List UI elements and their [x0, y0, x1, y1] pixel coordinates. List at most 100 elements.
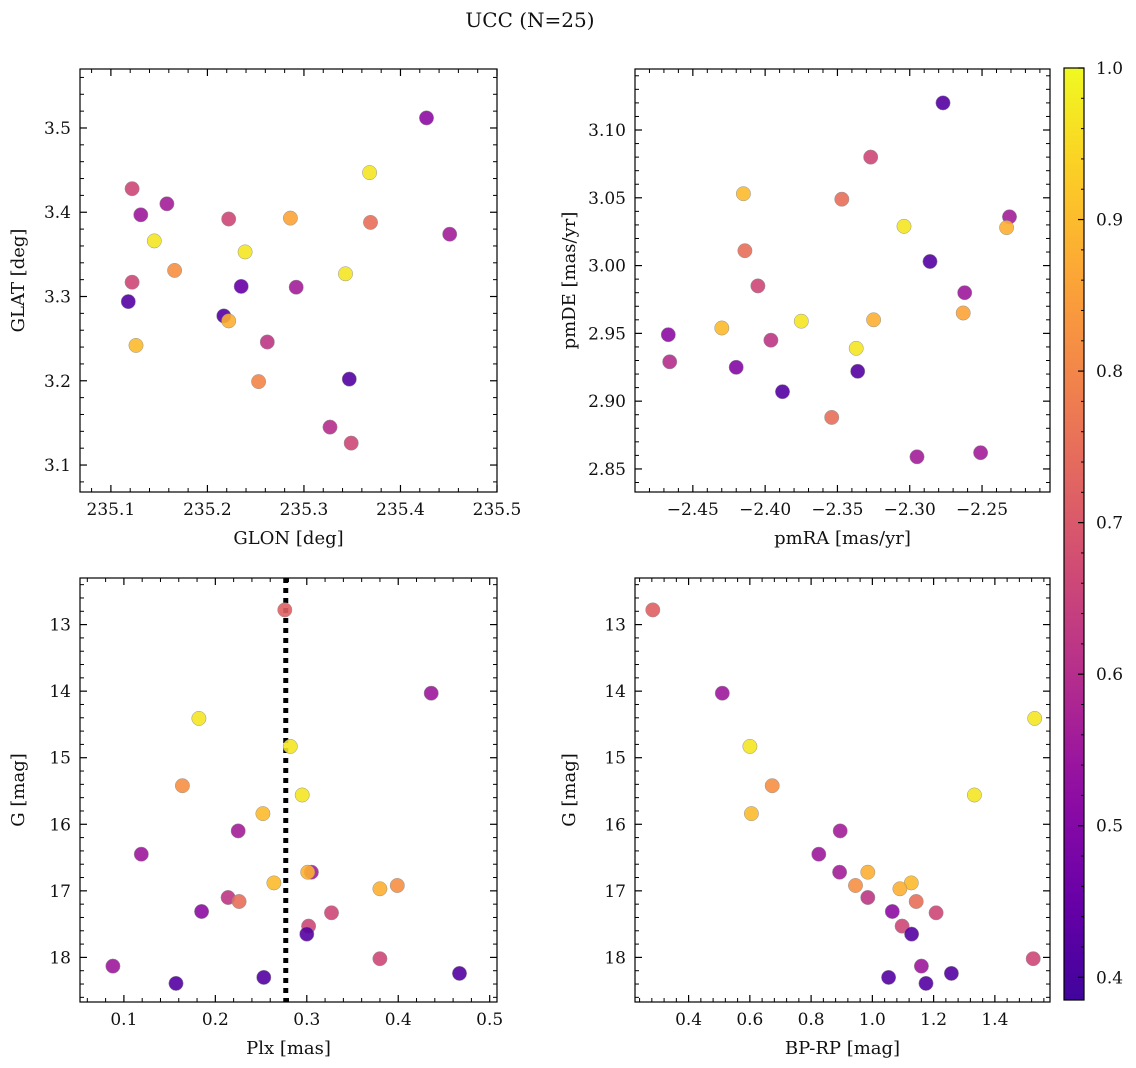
data-point-7: [896, 218, 912, 234]
colorbar-tick-label: 0.9: [1096, 211, 1123, 231]
data-point-25: [343, 435, 359, 451]
y-axis-label: GLAT [deg]: [8, 229, 29, 333]
data-point-24: [256, 969, 272, 985]
data-point-12: [955, 305, 971, 321]
y-tick-label: 3.4: [44, 203, 71, 223]
y-tick-label: 16: [49, 815, 71, 835]
y-tick-label: 2.85: [588, 460, 626, 480]
y-tick-label: 3.00: [588, 257, 626, 277]
data-point-17: [763, 332, 779, 348]
data-point-3: [735, 186, 751, 202]
data-point-3: [362, 165, 378, 181]
data-point-17: [194, 904, 210, 919]
data-point-16: [660, 327, 676, 343]
x-tick-label: −2.45: [667, 500, 719, 520]
data-point-11: [860, 864, 876, 880]
y-tick-label: 14: [604, 682, 626, 702]
data-point-22: [105, 958, 121, 974]
x-tick-label: −2.25: [956, 500, 1008, 520]
y-tick-label: 3.3: [44, 288, 71, 308]
data-point-14: [338, 266, 353, 282]
data-point-9: [811, 846, 827, 862]
data-point-8: [230, 823, 246, 839]
x-axis-label: GLON [deg]: [233, 528, 343, 549]
data-point-20: [128, 337, 144, 353]
x-tick-label: 235.1: [87, 500, 136, 520]
figure-title: UCC (N=25): [465, 8, 595, 32]
data-point-2: [714, 685, 730, 701]
data-point-24: [909, 449, 925, 465]
data-point-5: [174, 778, 190, 794]
data-point-2: [423, 685, 439, 701]
x-tick-label: 1.2: [920, 1010, 947, 1030]
y-tick-label: 15: [49, 749, 71, 769]
data-point-6: [999, 220, 1015, 236]
y-axis-label: G [mag]: [8, 753, 29, 826]
data-point-4: [834, 191, 850, 207]
data-point-8: [737, 243, 753, 259]
y-tick-label: 16: [604, 815, 626, 835]
axes-frame: [634, 68, 1051, 493]
y-tick-label: 18: [604, 948, 626, 968]
data-point-21: [372, 951, 388, 967]
data-point-12: [124, 274, 140, 290]
data-point-8: [832, 823, 848, 839]
axes-frame: [79, 577, 498, 1003]
data-point-11: [300, 864, 316, 880]
colorbar-bar: [1063, 67, 1085, 1001]
data-point-15: [860, 890, 876, 905]
x-tick-label: 0.3: [293, 1010, 320, 1030]
x-tick-label: −2.30: [884, 500, 936, 520]
data-point-12: [266, 875, 282, 891]
data-point-18: [848, 340, 864, 356]
data-point-24: [881, 969, 897, 985]
y-tick-label: 13: [604, 616, 626, 636]
data-point-20: [728, 359, 744, 375]
data-point-13: [389, 878, 405, 893]
x-axis-label: Plx [mas]: [246, 1038, 331, 1059]
x-axis-label: pmRA [mas/yr]: [774, 528, 911, 549]
data-point-11: [957, 285, 973, 301]
data-point-19: [662, 354, 678, 370]
x-tick-label: 235.4: [376, 500, 425, 520]
data-point-6: [221, 211, 237, 227]
y-tick-label: 2.95: [588, 324, 626, 344]
data-point-9: [133, 846, 149, 862]
y-tick-label: 3.5: [44, 119, 71, 139]
data-point-23: [943, 965, 959, 981]
data-point-1: [419, 110, 434, 126]
axes-frame: [634, 577, 1051, 1003]
data-point-18: [928, 905, 944, 921]
x-tick-label: 0.6: [736, 1010, 763, 1030]
data-point-11: [237, 244, 253, 260]
y-tick-label: 3.05: [588, 189, 626, 209]
x-tick-label: 0.1: [110, 1010, 137, 1030]
data-point-20: [904, 926, 920, 942]
x-axis-label: BP-RP [mag]: [785, 1038, 900, 1059]
y-axis-label: G [mag]: [559, 753, 580, 826]
scatter-panel-1: 235.1 235.2 235.3 235.4 235.5 3.1 3.2 3.3 3.4 3.5…: [8, 68, 521, 549]
data-point-23: [824, 409, 840, 425]
x-tick-label: −2.40: [739, 500, 791, 520]
data-point-21: [259, 334, 275, 350]
scatter-panel-2: −2.45 −2.40 −2.35 −2.30 −2.25 2.85 2.90 2.95 3.0…: [559, 68, 1051, 549]
data-point-16: [908, 894, 924, 909]
colorbar-tick-label: 0.8: [1096, 362, 1123, 382]
data-point-16: [233, 278, 249, 294]
data-point-1: [277, 602, 293, 618]
data-point-15: [120, 294, 136, 310]
y-tick-label: 18: [49, 948, 71, 968]
y-tick-label: 3.2: [44, 372, 71, 392]
data-point-9: [442, 226, 458, 242]
data-point-7: [743, 806, 759, 822]
x-tick-label: 1.0: [859, 1010, 886, 1030]
colorbar: 0.4 0.5 0.6 0.7 0.8 0.9 1.0: [1063, 59, 1123, 1001]
colorbar-tick-label: 0.6: [1096, 665, 1123, 685]
x-tick-label: 0.2: [202, 1010, 229, 1030]
data-point-4: [133, 207, 149, 223]
data-point-7: [282, 210, 298, 226]
data-point-3: [191, 710, 207, 726]
data-point-10: [146, 233, 162, 249]
y-tick-label: 15: [604, 749, 626, 769]
